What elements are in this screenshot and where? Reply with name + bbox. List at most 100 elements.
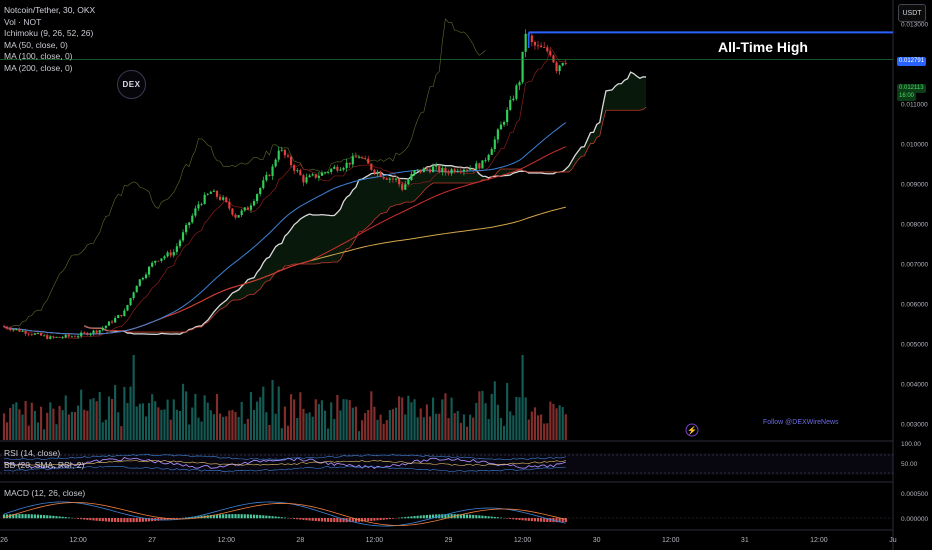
macd-histogram-bar (67, 517, 70, 519)
volume-bar (151, 394, 154, 440)
candle-body (289, 156, 293, 166)
volume-bar (237, 417, 240, 440)
macd-histogram-bar (268, 515, 271, 519)
volume-bar (67, 414, 70, 440)
candle-body (351, 156, 354, 165)
macd-histogram-bar (351, 518, 354, 523)
volume-bar (209, 410, 212, 440)
macd-histogram-bar (425, 514, 428, 519)
candle-body (110, 321, 114, 323)
volume-bar (160, 409, 163, 440)
symbol-title[interactable]: Notcoin/Tether, 30, OKX (4, 5, 96, 15)
candle-body (43, 335, 46, 337)
volume-bar (114, 384, 117, 440)
volume-bar (521, 355, 524, 440)
candle-body (277, 150, 280, 160)
macd-histogram-bar (416, 515, 419, 519)
volume-bar (465, 426, 469, 440)
replay-icon (685, 423, 699, 437)
legend-ma200[interactable]: MA (200, close, 0) (4, 62, 73, 73)
candle-body (407, 180, 410, 185)
candle-body (86, 332, 89, 335)
candle-body (515, 85, 518, 99)
volume-bar (314, 399, 317, 440)
legend-volume[interactable]: Vol · NOT (4, 16, 42, 27)
legend-ichimoku[interactable]: Ichimoku (9, 26, 52, 26) (4, 28, 94, 39)
volume-bar (527, 419, 530, 440)
volume-bar (73, 412, 77, 440)
macd-histogram-bar (484, 515, 487, 519)
candle-body (552, 55, 555, 63)
candle-body (493, 139, 496, 150)
y-tick-label: 0.008000 (901, 222, 928, 229)
macd-histogram-bar (512, 518, 515, 520)
candle-body (456, 170, 459, 172)
macd-histogram-bar (475, 515, 478, 519)
volume-bar (271, 380, 274, 440)
macd-histogram-bar (144, 518, 148, 522)
countdown-tag: 16:00 (897, 92, 917, 101)
macd-histogram-bar (55, 516, 58, 519)
rsi-label[interactable]: RSI (14, close) (4, 448, 61, 458)
candle-body (484, 160, 487, 161)
volume-bar (6, 422, 9, 440)
macd-histogram-bar (364, 518, 367, 522)
candle-body (138, 279, 141, 286)
candle-body (428, 169, 432, 173)
macd-histogram-bar (280, 517, 283, 519)
macd-histogram-bar (114, 518, 117, 522)
candle-body (95, 330, 98, 333)
candle-body (441, 168, 444, 172)
rsi-line (3, 456, 566, 469)
candle-body (305, 177, 308, 183)
macd-label[interactable]: MACD (12, 26, close) (4, 488, 86, 498)
currency-button[interactable]: USDT (898, 4, 926, 22)
x-tick-label: 12:00 (514, 537, 532, 544)
x-tick-label: 12:00 (217, 537, 235, 544)
bb-label[interactable]: BB (20, SMA, RSI, 2) (4, 460, 85, 470)
legend-ma50[interactable]: MA (50, close, 0) (4, 39, 68, 50)
macd-line (3, 501, 566, 527)
y-tick-label: 0.006000 (901, 302, 928, 309)
volume-bar (77, 405, 80, 440)
candle-body (36, 333, 40, 334)
volume-bar (462, 414, 466, 440)
macd-histogram-bar (58, 516, 61, 519)
volume-bar (185, 391, 188, 440)
volume-bar (549, 401, 552, 440)
volume-bar (83, 409, 86, 440)
volume-bar (376, 419, 379, 440)
candle-body (438, 165, 441, 172)
legend-ma100[interactable]: MA (100, close, 0) (4, 51, 73, 62)
macd-histogram-bar (194, 516, 197, 519)
lightning-icon: ⚡ (687, 425, 697, 435)
candle-body (120, 315, 123, 317)
volume-bar (110, 398, 114, 440)
macd-histogram-bar (549, 518, 552, 523)
pane-tick-label: 0.000000 (901, 516, 928, 523)
candle-body (509, 100, 512, 110)
macd-histogram-bar (543, 518, 546, 522)
volume-bar (18, 409, 21, 440)
candle-body (360, 157, 364, 159)
volume-bar (95, 401, 98, 440)
volume-bar (135, 406, 138, 440)
candle-body (73, 336, 77, 338)
volume-bar (265, 412, 268, 440)
volume-bar (323, 410, 327, 440)
volume-bar (256, 401, 259, 440)
macd-histogram-bar (117, 518, 120, 523)
volume-bar (388, 410, 391, 440)
volume-bar (24, 400, 27, 440)
candle-body (101, 327, 104, 331)
candle-body (246, 207, 249, 210)
macd-histogram-bar (481, 515, 484, 519)
candle-body (46, 335, 49, 339)
volume-bar (320, 400, 324, 440)
volume-bar (178, 410, 182, 440)
macd-histogram-bar (404, 517, 407, 519)
volume-bar (55, 424, 58, 440)
volume-bar (218, 413, 222, 440)
macd-histogram-bar (120, 518, 123, 523)
